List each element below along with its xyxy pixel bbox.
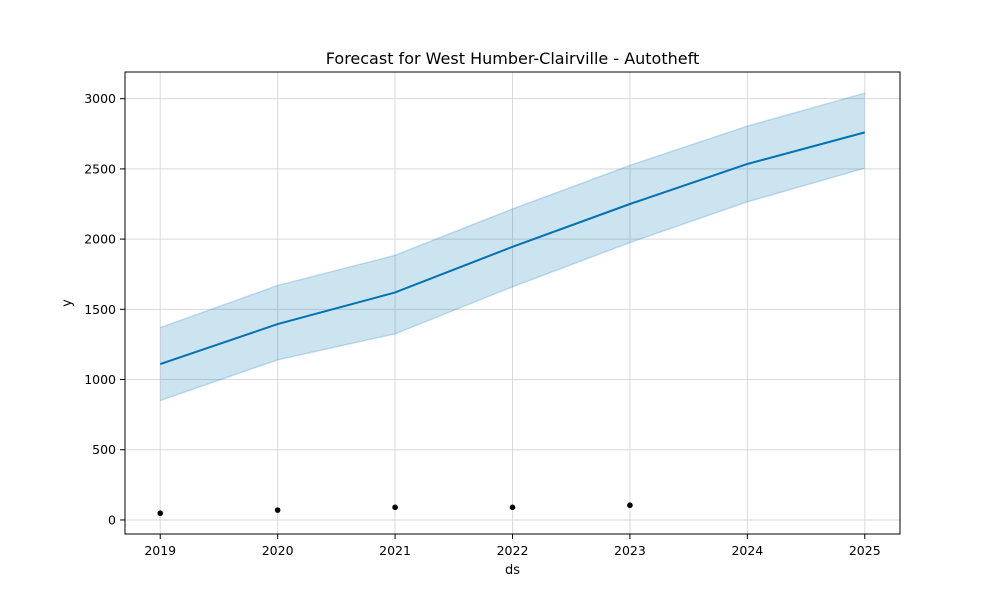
y-tick-label: 2500: [84, 161, 116, 176]
observed-point: [157, 510, 164, 517]
x-tick-label: 2022: [497, 543, 529, 558]
x-tick-label: 2020: [262, 543, 294, 558]
observed-point: [509, 504, 516, 511]
x-tick-label: 2021: [379, 543, 411, 558]
y-axis-label: y: [60, 299, 75, 307]
x-tick-label: 2023: [614, 543, 646, 558]
observed-points-layer: [157, 502, 633, 517]
grid-layer: [125, 72, 900, 534]
x-axis: 2019 2020 2021 2022 2023 2024 2025: [144, 534, 881, 558]
x-tick-label: 2019: [144, 543, 176, 558]
forecast-line: [159, 131, 866, 366]
upper-bound-line: [159, 92, 865, 329]
y-tick-label: 3000: [84, 91, 116, 106]
y-tick-label: 1000: [84, 372, 116, 387]
y-tick-label: 1500: [84, 302, 116, 317]
observed-point: [274, 507, 281, 513]
y-tick-label: 500: [92, 442, 116, 457]
observed-point: [627, 502, 633, 509]
forecast-line-layer: [159, 131, 866, 366]
x-tick-label: 2025: [849, 543, 881, 558]
x-tick-label: 2024: [731, 543, 763, 558]
y-tick-label: 0: [108, 512, 116, 527]
x-axis-label: ds: [505, 563, 520, 578]
y-axis: 0 500 1000 1500 2000 2500 3000: [84, 91, 125, 527]
observed-point: [392, 504, 398, 511]
y-tick-label: 2000: [84, 232, 116, 247]
chart-title: Forecast for West Humber-Clairville - Au…: [326, 49, 699, 68]
lower-bound-line: [159, 167, 865, 402]
